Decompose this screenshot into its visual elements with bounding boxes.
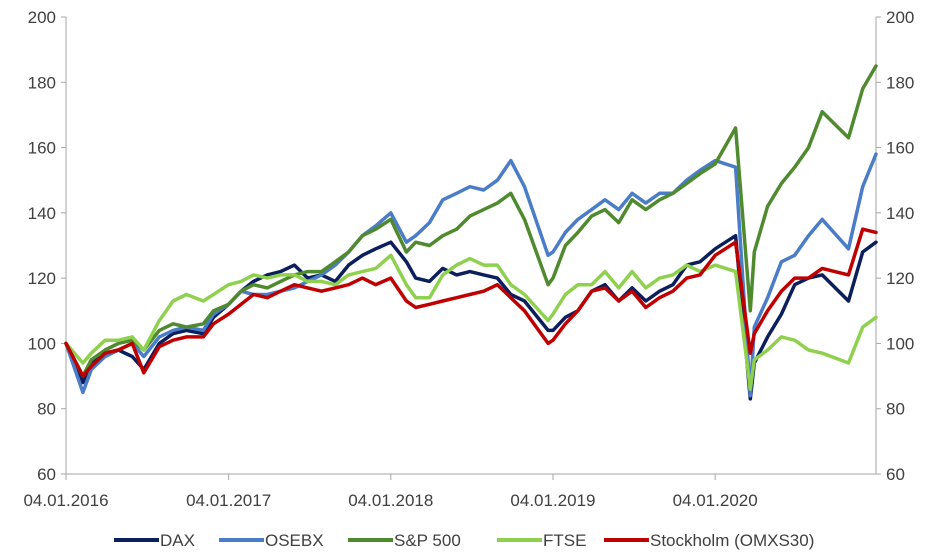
- series-lines: [64, 64, 878, 401]
- y-tick-label-right: 160: [886, 139, 914, 158]
- x-tick-label: 04.01.2016: [23, 491, 108, 510]
- series-line: [64, 253, 878, 391]
- y-tick-label-left: 180: [28, 73, 56, 92]
- y-tick-label-left: 120: [28, 269, 56, 288]
- y-tick-label-right: 60: [886, 465, 905, 484]
- x-tick-label: 04.01.2018: [348, 491, 433, 510]
- y-tick-label-left: 80: [37, 400, 56, 419]
- y-tick-label-left: 160: [28, 139, 56, 158]
- x-axis: 04.01.2016 04.01.2017 04.01.2018 04.01.2019…: [23, 474, 758, 510]
- y-tick-label-left: 60: [37, 465, 56, 484]
- chart-legend: DAX OSEBX S&P 500 FTSE Stockholm (OMXS30): [114, 531, 814, 550]
- series-line: [64, 227, 878, 378]
- y-tick-label-right: 200: [886, 8, 914, 27]
- y-tick-label-right: 140: [886, 204, 914, 223]
- x-tick-label: 04.01.2020: [673, 491, 758, 510]
- y-tick-label-left: 140: [28, 204, 56, 223]
- legend-label: DAX: [160, 531, 195, 550]
- y-axis-left: 60 80 100 120 140 160 180 200: [28, 8, 66, 484]
- legend-label: Stockholm (OMXS30): [650, 531, 814, 550]
- legend-label: FTSE: [543, 531, 586, 550]
- y-tick-label-right: 120: [886, 269, 914, 288]
- y-tick-label-right: 80: [886, 400, 905, 419]
- legend-label: OSEBX: [265, 531, 324, 550]
- series-line: [64, 152, 878, 398]
- y-tick-label-left: 100: [28, 334, 56, 353]
- y-tick-label-left: 200: [28, 8, 56, 27]
- y-tick-label-right: 100: [886, 334, 914, 353]
- series-line: [64, 64, 878, 378]
- y-tick-label-right: 180: [886, 73, 914, 92]
- x-tick-label: 04.01.2019: [510, 491, 595, 510]
- chart-axes: [65, 17, 877, 475]
- legend-label: S&P 500: [394, 531, 461, 550]
- y-axis-right: 60 80 100 120 140 160 180 200: [876, 8, 914, 484]
- x-tick-label: 04.01.2017: [186, 491, 271, 510]
